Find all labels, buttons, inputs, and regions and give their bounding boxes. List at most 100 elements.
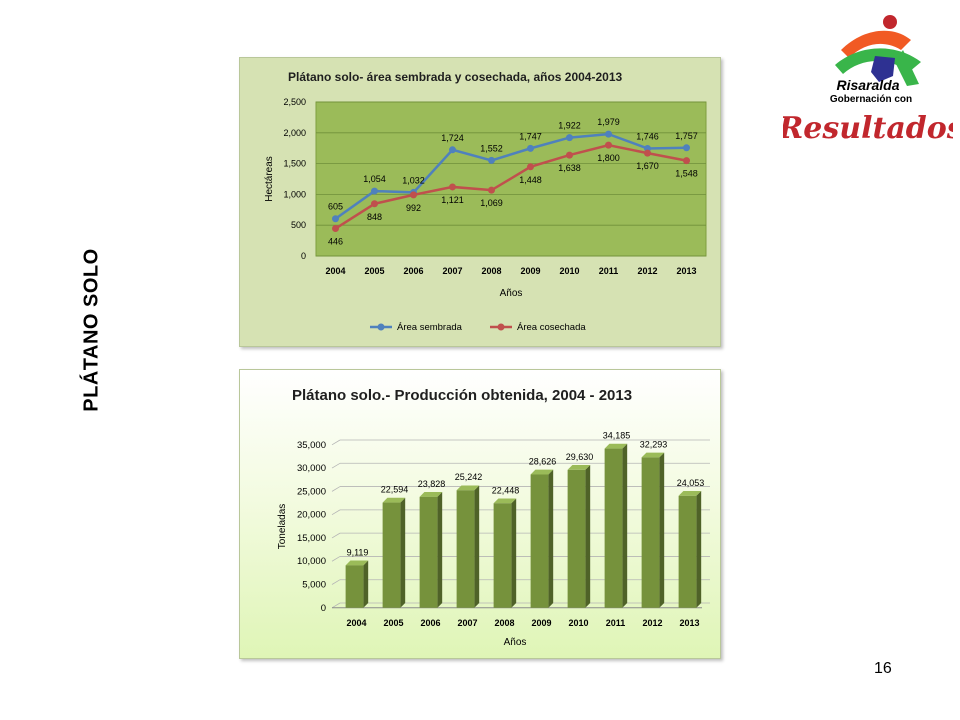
chart1-point <box>605 130 612 138</box>
chart1-y-axis-label: Hectáreas <box>264 156 275 202</box>
chart1-data-label: 1,724 <box>441 133 464 143</box>
chart2-bar <box>345 565 364 608</box>
chart2-gridline-depth <box>331 439 341 446</box>
chart1-legend-marker <box>377 323 385 331</box>
chart2-ytick-label: 25,000 <box>297 486 326 497</box>
area-chart-panel: Plátano solo- área sembrada y cosechada,… <box>239 57 721 347</box>
chart2-bar-top <box>345 560 369 566</box>
chart2-ytick-label: 20,000 <box>297 510 326 521</box>
chart2-xtick-label: 2012 <box>642 618 662 628</box>
chart2-ytick-label: 0 <box>321 603 326 614</box>
chart1-point <box>371 200 378 208</box>
chart1-point <box>683 157 690 165</box>
chart1-point <box>332 215 339 223</box>
logo-emblem-blue <box>871 56 895 82</box>
chart1-point <box>488 186 495 194</box>
chart1-data-label: 1,747 <box>519 131 542 141</box>
chart1-data-label: 605 <box>328 202 343 212</box>
chart1-xtick-label: 2008 <box>481 266 501 276</box>
chart1-x-axis-label: Años <box>500 288 523 299</box>
chart2-data-label: 9,119 <box>347 547 369 557</box>
chart1-ytick-label: 2,000 <box>283 128 306 138</box>
chart1-ytick-label: 1,000 <box>283 189 306 199</box>
chart2-bar-side <box>363 560 369 608</box>
chart2-bar-side <box>511 498 517 608</box>
chart2-ytick-label: 35,000 <box>297 440 326 451</box>
chart1-data-label: 1,979 <box>597 117 620 127</box>
chart2-bar <box>382 502 401 608</box>
chart1-xtick-label: 2011 <box>599 266 619 276</box>
chart1-xtick-label: 2006 <box>403 266 423 276</box>
chart1-series-line-0 <box>334 132 687 220</box>
chart2-bar-side <box>659 452 665 608</box>
chart1-data-label: 1,069 <box>480 198 503 208</box>
logo-emblem-leg <box>895 50 919 86</box>
chart1-data-label: 1,922 <box>558 121 581 131</box>
chart1-point <box>644 149 651 157</box>
chart2-data-label: 29,630 <box>566 452 594 462</box>
chart1-data-label: 1,121 <box>441 195 464 205</box>
chart2-gridline-depth <box>331 532 341 539</box>
chart1-data-label: 992 <box>406 203 421 213</box>
chart2-ytick-label: 10,000 <box>297 556 326 567</box>
chart2-gridline-depth <box>331 486 341 492</box>
logo-emblem-green <box>835 48 921 74</box>
chart1-data-label: 1,670 <box>636 161 659 171</box>
chart2-bar-side <box>400 497 406 608</box>
chart1-point <box>449 146 456 154</box>
chart1-point <box>527 163 534 171</box>
chart1-data-label: 1,757 <box>675 131 698 141</box>
chart2-bar <box>530 474 549 608</box>
chart2-bar <box>641 457 660 608</box>
chart2-bar-top <box>419 492 443 497</box>
chart2-data-label: 22,448 <box>492 485 520 495</box>
chart1-xtick-label: 2004 <box>325 266 345 276</box>
chart1-point <box>410 191 417 199</box>
chart1-xtick-label: 2007 <box>442 266 462 276</box>
production-chart-panel: Plátano solo.- Producción obtenida, 2004… <box>239 369 721 659</box>
chart2-xtick-label: 2007 <box>457 618 477 628</box>
chart2-bar-side <box>585 465 591 608</box>
chart1-point <box>488 156 495 164</box>
chart2-ytick-label: 30,000 <box>297 463 326 474</box>
area-chart: Plátano solo- área sembrada y cosechada,… <box>264 70 707 333</box>
chart2-bar-side <box>437 492 443 608</box>
chart1-point <box>527 144 534 152</box>
chart2-bar-top <box>382 497 406 503</box>
chart1-point <box>605 141 612 149</box>
chart1-data-label: 1,746 <box>636 131 659 141</box>
chart2-data-label: 28,626 <box>529 456 557 466</box>
chart1-data-label: 1,548 <box>675 169 698 179</box>
chart2-y-axis-label: Toneladas <box>277 504 288 550</box>
chart1-data-label: 446 <box>328 237 343 247</box>
logo-line1: Risaralda <box>836 77 899 93</box>
chart1-xtick-label: 2009 <box>520 266 540 276</box>
chart2-xtick-label: 2008 <box>494 618 514 628</box>
chart2-gridline-depth <box>331 556 341 562</box>
chart2-bar <box>493 503 512 608</box>
chart1-title: Plátano solo- área sembrada y cosechada,… <box>288 70 622 84</box>
chart2-xtick-label: 2009 <box>531 618 551 628</box>
chart2-xtick-label: 2013 <box>679 618 699 628</box>
chart2-bar <box>456 490 475 608</box>
chart2-gridline-depth <box>331 509 341 516</box>
chart1-point <box>332 225 339 233</box>
chart1-ytick-label: 1,500 <box>283 159 306 169</box>
logo-line3: Resultados <box>783 111 953 146</box>
chart2-bar-side <box>622 443 628 608</box>
chart1-point <box>566 134 573 142</box>
chart2-bar-side <box>474 485 480 608</box>
chart1-point <box>371 187 378 195</box>
chart2-bar-top <box>456 485 480 491</box>
chart1-xtick-label: 2005 <box>364 266 384 276</box>
chart2-bar <box>678 495 697 608</box>
chart2-title: Plátano solo.- Producción obtenida, 2004… <box>292 387 632 404</box>
chart2-bar-side <box>696 490 702 608</box>
chart1-point <box>683 144 690 152</box>
chart1-data-label: 1,638 <box>558 163 581 173</box>
chart2-data-label: 22,594 <box>381 485 409 495</box>
chart2-data-label: 24,053 <box>677 478 705 488</box>
chart2-xtick-label: 2011 <box>606 618 626 628</box>
chart1-xtick-label: 2013 <box>676 266 696 276</box>
chart1-point <box>449 183 456 191</box>
